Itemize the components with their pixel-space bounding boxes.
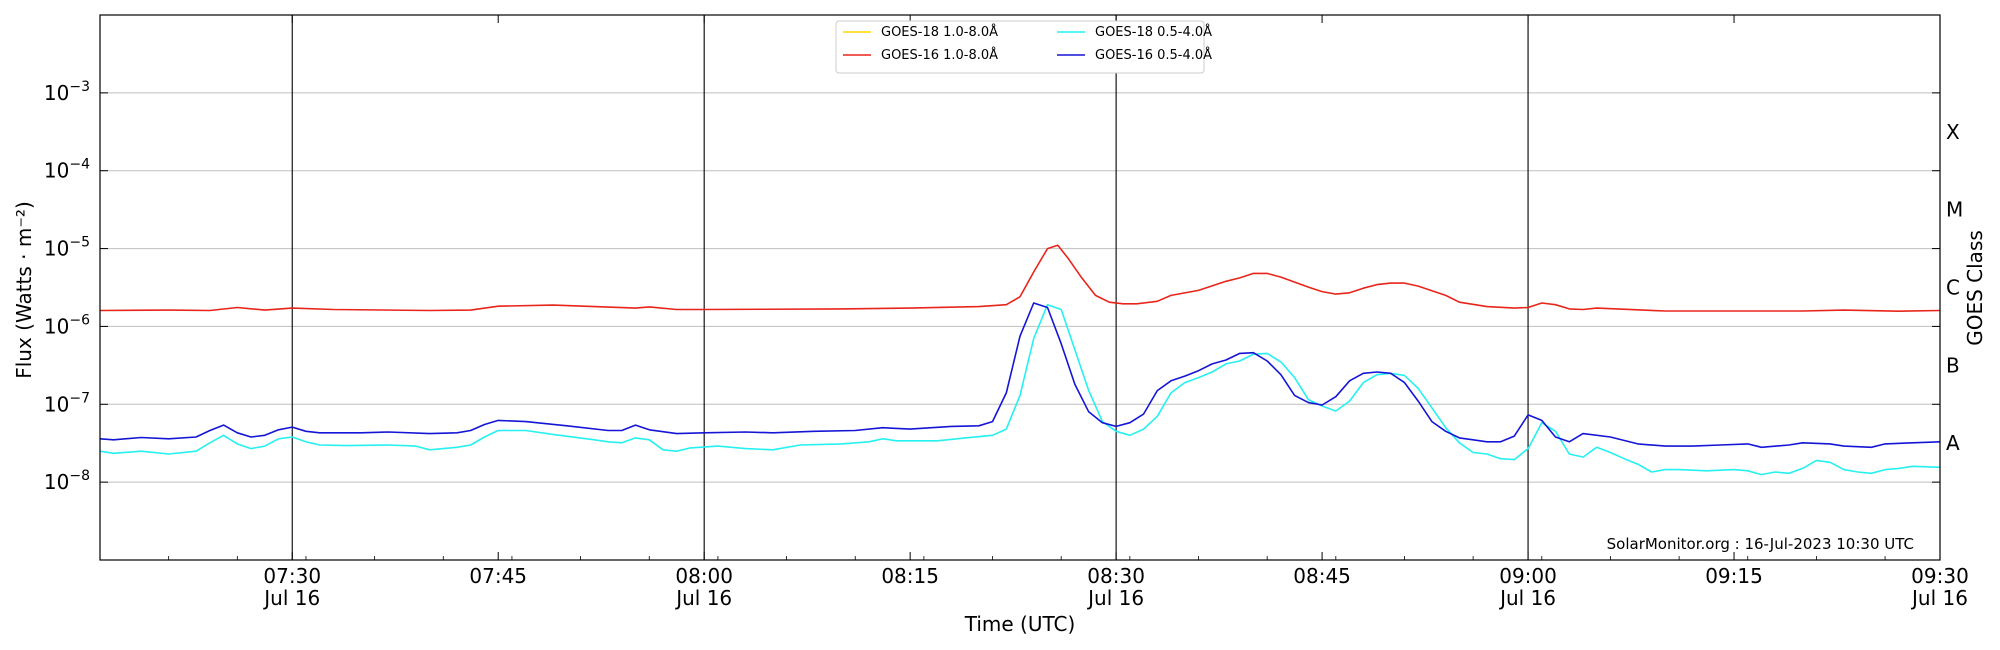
x-tick-label: 09:30 <box>1911 564 1969 588</box>
x-tick-label: 09:00 <box>1499 564 1557 588</box>
y-tick-label: 10−6 <box>44 312 90 338</box>
legend-label: GOES-16 0.5-4.0Å <box>1095 47 1212 63</box>
x-axis-title: Time (UTC) <box>964 612 1076 636</box>
x-tick-date-label: Jul 16 <box>1498 586 1556 610</box>
x-tick-label: 09:15 <box>1705 564 1763 588</box>
y-tick-label: 10−4 <box>44 157 90 183</box>
y-tick-label: 10−8 <box>44 468 90 494</box>
series-line <box>99 302 1941 449</box>
legend-label: GOES-18 0.5-4.0Å <box>1095 24 1212 40</box>
y-tick-label: 10−5 <box>44 235 90 261</box>
legend-label: GOES-18 1.0-8.0Å <box>881 24 998 40</box>
y-axis-title: Flux (Watts · m⁻²) <box>12 201 36 379</box>
y-tick-label: 10−3 <box>44 79 90 105</box>
x-tick-label: 08:00 <box>675 564 733 588</box>
watermark: SolarMonitor.org : 16-Jul-2023 10:30 UTC <box>1607 535 1914 553</box>
series-layer <box>99 244 1941 476</box>
legend-label: GOES-16 1.0-8.0Å <box>881 47 998 63</box>
goes-class-label: A <box>1946 431 1960 455</box>
x-tick-date-label: Jul 16 <box>674 586 732 610</box>
x-tick-label: 08:30 <box>1087 564 1145 588</box>
goes-class-label: B <box>1946 353 1960 377</box>
y-tick-label: 10−7 <box>44 390 90 416</box>
time-marker-lines <box>291 15 1529 560</box>
y2-axis-title: GOES Class <box>1963 230 1987 346</box>
x-tick-date-label: Jul 16 <box>1910 586 1968 610</box>
goes-class-label: X <box>1946 120 1960 144</box>
goes-class-labels: A B C M X <box>1946 120 1963 455</box>
x-tick-date-label: Jul 16 <box>1086 586 1144 610</box>
series-line <box>99 303 1941 476</box>
x-tick-label: 07:30 <box>263 564 321 588</box>
y-tick-labels: 10−8 10−7 10−6 10−5 10−4 10−3 <box>44 79 90 494</box>
legend: GOES-18 1.0-8.0Å GOES-16 1.0-8.0Å GOES-18 … <box>835 20 1212 74</box>
x-tick-label: 07:45 <box>469 564 527 588</box>
series-line <box>99 244 1941 312</box>
goes-class-label: C <box>1946 276 1960 300</box>
x-tick-label: 08:45 <box>1293 564 1351 588</box>
goes-class-label: M <box>1946 198 1963 222</box>
plot-frame <box>99 14 1941 561</box>
x-tick-date-label: Jul 16 <box>262 586 320 610</box>
legend-box <box>835 20 1205 74</box>
x-tick-label: 08:15 <box>881 564 939 588</box>
gridlines <box>100 92 1940 483</box>
axis-ticks <box>99 15 1941 560</box>
